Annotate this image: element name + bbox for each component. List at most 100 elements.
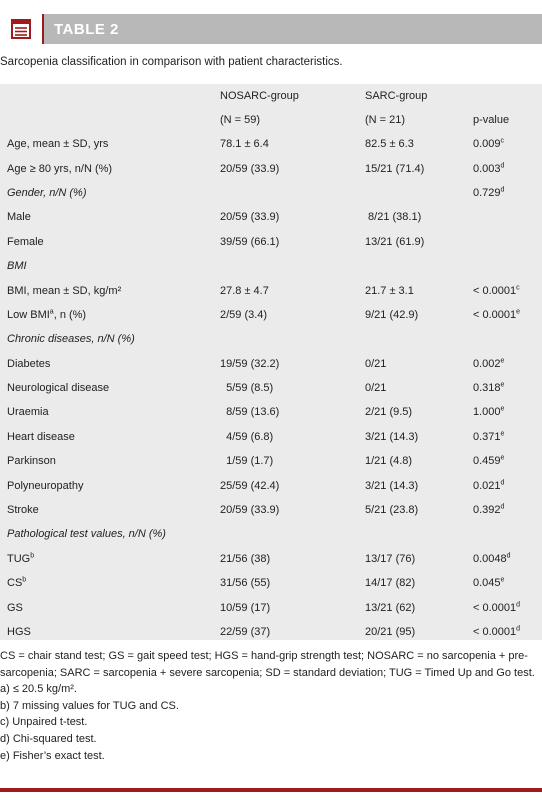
- table-row: HGS 22/59 (37) 20/21 (95) < 0.0001d: [0, 620, 542, 644]
- nosarc-value-cell: 8/59 (13.6): [220, 406, 280, 419]
- table-row: Heart disease 4/59 (6.8) 3/21 (14.3) 0.371…: [0, 425, 542, 449]
- section-row: Gender, n/N (%) 0.729d: [0, 181, 542, 205]
- row-label-footnote-mark: b: [30, 552, 35, 560]
- row-label-cell: Chronic diseases, n/N (%): [0, 327, 214, 351]
- nosarc-value-cell: [214, 522, 365, 546]
- row-label-footnote-mark: b: [22, 576, 27, 584]
- table-row: Age ≥ 80 yrs, n/N (%) 20/59 (33.9) 15/21 (…: [0, 156, 542, 180]
- col-header-group1-n: (N = 59): [220, 114, 261, 126]
- pvalue: 0.045: [473, 577, 501, 590]
- column-header-row: NOSARC-group SARC-group: [0, 84, 542, 108]
- row-label: CS: [7, 577, 23, 590]
- row-label-cell: Neurological disease: [0, 376, 214, 400]
- row-label: Stroke: [7, 504, 39, 517]
- pvalue-test-mark: d: [516, 625, 521, 633]
- nosarc-value-cell: 1/59 (1.7): [220, 455, 274, 468]
- nosarc-value-cell: 20/59 (33.9): [220, 504, 280, 517]
- sarc-value-cell: 14/17 (82): [365, 577, 416, 590]
- row-label-cell: Polyneuropathy: [0, 473, 214, 497]
- bottom-rule: [0, 788, 542, 792]
- row-label-suffix: , n (%): [53, 308, 87, 321]
- sarc-value-cell: 2/21 (9.5): [365, 406, 413, 419]
- pvalue: < 0.0001: [473, 626, 517, 638]
- pvalue-cell: 0.003d: [473, 156, 542, 180]
- pvalue: 0.318: [473, 382, 501, 395]
- table-row: GS 10/59 (17) 13/21 (62) < 0.0001d: [0, 595, 542, 619]
- nosarc-value-cell: 2/59 (3.4): [220, 308, 268, 321]
- pvalue: 0.371: [473, 430, 501, 443]
- row-label-cell: TUGb: [0, 547, 214, 571]
- row-label: BMI: [7, 260, 27, 273]
- row-label: Chronic diseases, n/N (%): [7, 333, 135, 346]
- pvalue-test-mark: d: [516, 600, 521, 608]
- pvalue-cell: < 0.0001d: [473, 620, 542, 644]
- pvalue-test-mark: e: [500, 576, 505, 584]
- row-label-cell: Age, mean ± SD, yrs: [0, 132, 214, 156]
- pvalue-cell: [473, 205, 542, 229]
- row-label-cell: GS: [0, 595, 214, 619]
- pvalue-cell: [473, 254, 542, 278]
- footnote-abbreviations: CS = chair stand test; GS = gait speed t…: [0, 650, 535, 679]
- table-row: BMI, mean ± SD, kg/m² 27.8 ± 4.7 21.7 ± 3.…: [0, 278, 542, 302]
- sarc-value-cell: 20/21 (95): [365, 626, 416, 638]
- table-row: Female 39/59 (66.1) 13/21 (61.9): [0, 230, 542, 254]
- pvalue: 1.000: [473, 406, 501, 419]
- pvalue-cell: 0.729d: [473, 181, 542, 205]
- pvalue: 0.002: [473, 357, 501, 370]
- nosarc-value-cell: 22/59 (37): [220, 626, 271, 638]
- pvalue-test-mark: e: [500, 430, 505, 438]
- section-row: BMI: [0, 254, 542, 278]
- pvalue-cell: 0.459e: [473, 449, 542, 473]
- pvalue-test-mark: d: [506, 552, 511, 560]
- row-label-cell: Age ≥ 80 yrs, n/N (%): [0, 156, 214, 180]
- sarc-value-cell: [365, 327, 473, 351]
- pvalue-cell: 0.021d: [473, 473, 542, 497]
- table-caption: Sarcopenia classification in comparison …: [0, 56, 343, 68]
- sarc-value-cell: 5/21 (23.8): [365, 504, 419, 517]
- sarc-value-cell: 13/17 (76): [365, 552, 416, 565]
- row-label-cell: Parkinson: [0, 449, 214, 473]
- section-row: Chronic diseases, n/N (%): [0, 327, 542, 351]
- pvalue: 0.009: [473, 138, 501, 151]
- nosarc-value-cell: 25/59 (42.4): [220, 479, 280, 492]
- pvalue-test-mark: e: [500, 454, 505, 462]
- table-background: [0, 84, 542, 640]
- nosarc-value-cell: 27.8 ± 4.7: [220, 284, 269, 297]
- row-label-cell: Stroke: [0, 498, 214, 522]
- pvalue: 0.003: [473, 162, 501, 175]
- table-row: Male 20/59 (33.9) 8/21 (38.1): [0, 205, 542, 229]
- sarc-value-cell: 13/21 (62): [365, 601, 416, 614]
- subheader-empty-cell: [0, 108, 214, 132]
- col-header-group1: NOSARC-group: [220, 90, 299, 102]
- row-label-cell: HGS: [0, 620, 214, 644]
- row-label-cell: Female: [0, 230, 214, 254]
- pvalue-test-mark: c: [500, 137, 505, 145]
- characteristics-table: NOSARC-group SARC-group (N = 59) (N = 21…: [0, 84, 542, 644]
- sarc-value-cell: [365, 522, 473, 546]
- nosarc-value-cell: 78.1 ± 6.4: [220, 138, 269, 151]
- pvalue-cell: 0.045e: [473, 571, 542, 595]
- col-header-group2: SARC-group: [365, 90, 428, 102]
- nosarc-value-cell: 19/59 (32.2): [220, 357, 280, 370]
- pvalue-cell: [473, 522, 542, 546]
- pvalue: < 0.0001: [473, 601, 517, 614]
- sarc-value-cell: [365, 181, 473, 205]
- row-label: GS: [7, 601, 23, 614]
- table-row: Age, mean ± SD, yrs 78.1 ± 6.4 82.5 ± 6.3 0…: [0, 132, 542, 156]
- pvalue-test-mark: e: [500, 357, 505, 365]
- sarc-value-cell: 8/21 (38.1): [365, 211, 422, 224]
- pvalue: 0.459: [473, 455, 501, 468]
- table-header-bar: TABLE 2: [0, 14, 542, 44]
- nosarc-value-cell: 10/59 (17): [220, 601, 271, 614]
- row-label: Pathological test values, n/N (%): [7, 528, 166, 541]
- nosarc-value-cell: 4/59 (6.8): [220, 430, 274, 443]
- pvalue-cell: < 0.0001e: [473, 303, 542, 327]
- row-label: Age, mean ± SD, yrs: [7, 138, 109, 151]
- row-label: TUG: [7, 552, 31, 565]
- pvalue: 0.021: [473, 479, 501, 492]
- row-label-cell: Gender, n/N (%): [0, 181, 214, 205]
- sarc-value-cell: 0/21: [365, 382, 387, 395]
- table-title: TABLE 2: [54, 20, 119, 38]
- sarc-value-cell: 3/21 (14.3): [365, 479, 419, 492]
- sarc-value-cell: 15/21 (71.4): [365, 162, 425, 175]
